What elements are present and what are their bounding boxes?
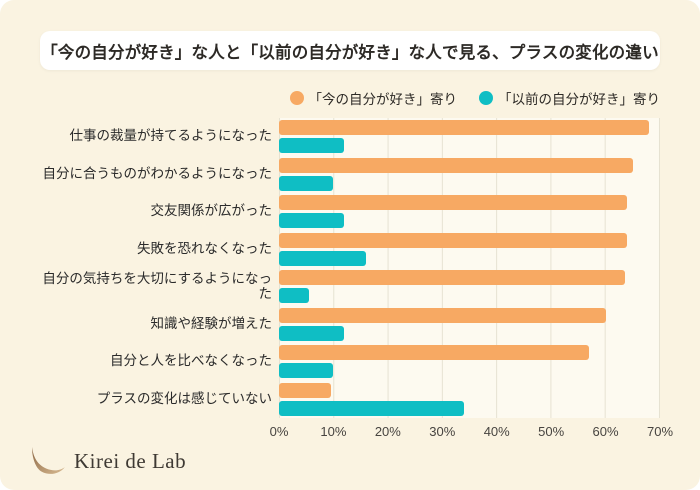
bar-current-self xyxy=(279,195,628,211)
logo-text: Kirei de Lab xyxy=(74,448,187,473)
legend-label: 「今の自分が好き」寄り xyxy=(308,92,458,107)
legend-label: 「以前の自分が好き」寄り xyxy=(498,92,660,107)
bar-group xyxy=(279,307,660,341)
bar-current-self xyxy=(279,270,625,286)
category-label: 仕事の裁量が持てるようになった xyxy=(69,128,273,144)
bar-past-self xyxy=(279,175,334,191)
x-axis-tick: 70% xyxy=(646,424,674,439)
bar-past-self xyxy=(279,363,334,379)
bar-past-self xyxy=(279,250,367,266)
x-axis-tick: 50% xyxy=(538,424,565,439)
bar-past-self xyxy=(279,138,345,154)
x-axis-tick: 20% xyxy=(374,424,401,439)
category-label: 失敗を恐れなくなった xyxy=(137,240,272,256)
legend: 「今の自分が好き」寄り 「以前の自分が好き」寄り xyxy=(289,87,660,109)
bar-current-self xyxy=(279,232,628,248)
bar-group xyxy=(279,270,660,304)
bar-past-self xyxy=(279,288,309,304)
chart-row: 交友関係が広がった xyxy=(32,193,660,231)
chart-title: 「今の自分が好き」な人と「以前の自分が好き」な人で見る、プラスの変化の違い xyxy=(41,43,659,62)
category-label: 自分に合うものがわかるようになった xyxy=(42,165,273,181)
chart-row: 自分と人を比べなくなった xyxy=(32,343,660,381)
bar-current-self xyxy=(279,307,606,323)
bar-current-self xyxy=(279,120,650,136)
swoosh-leaf-icon xyxy=(32,446,65,474)
legend-item: 「以前の自分が好き」寄り xyxy=(479,88,660,108)
legend-item: 「今の自分が好き」寄り xyxy=(289,88,458,108)
bar-group xyxy=(279,232,660,266)
category-label: 交友関係が広がった xyxy=(150,203,273,219)
bar-group xyxy=(279,382,660,416)
x-axis-tick: 40% xyxy=(483,424,510,439)
chart-row: 仕事の裁量が持てるようになった xyxy=(32,118,660,156)
chart-title-box: 「今の自分が好き」な人と「以前の自分が好き」な人で見る、プラスの変化の違い xyxy=(40,31,660,70)
bar-past-self xyxy=(279,213,345,229)
chart-row: 失敗を恐れなくなった xyxy=(32,231,660,269)
chart-row: プラスの変化は感じていない xyxy=(32,381,660,419)
bar-group xyxy=(279,345,660,379)
x-axis-tick: 10% xyxy=(320,424,347,439)
bar-chart: 仕事の裁量が持てるようになった自分に合うものがわかるようになった交友関係が広がっ… xyxy=(32,118,673,439)
x-axis-tick: 30% xyxy=(429,424,456,439)
x-axis-tick: 60% xyxy=(592,424,619,439)
legend-dot-icon xyxy=(479,91,493,105)
bar-past-self xyxy=(279,325,345,341)
category-label: プラスの変化は感じていない xyxy=(96,390,272,406)
chart-rows: 仕事の裁量が持てるようになった自分に合うものがわかるようになった交友関係が広がっ… xyxy=(32,118,660,418)
bar-past-self xyxy=(279,400,465,416)
category-label: 自分と人を比べなくなった xyxy=(110,353,272,369)
bar-current-self xyxy=(279,345,590,361)
bar-group xyxy=(279,157,660,191)
legend-dot-icon xyxy=(289,91,304,105)
bar-group xyxy=(279,120,660,154)
bar-current-self xyxy=(279,382,331,398)
chart-row: 知識や経験が増えた xyxy=(32,306,660,344)
x-axis-tick: 0% xyxy=(269,424,289,439)
chart-row: 自分の気持ちを大切にするようになった xyxy=(32,268,660,306)
x-axis: 0% 10% 20% 30% 40% 50% 60% 70% xyxy=(270,424,673,442)
bar-group xyxy=(279,195,660,229)
category-label: 自分の気持ちを大切にするようになった xyxy=(42,270,272,301)
footer-logo: Kirei de Lab xyxy=(28,446,186,476)
chart-row: 自分に合うものがわかるようになった xyxy=(32,156,660,194)
bar-current-self xyxy=(279,157,633,173)
category-label: 知識や経験が増えた xyxy=(150,315,273,331)
